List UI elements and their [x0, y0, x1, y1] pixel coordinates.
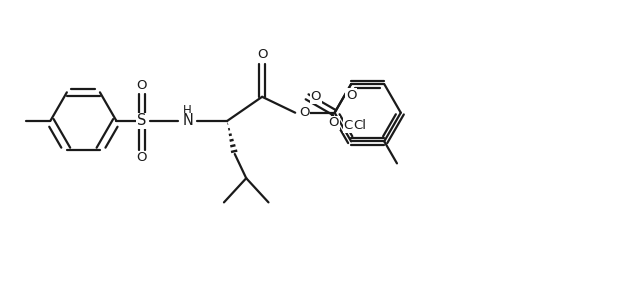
Text: O: O	[137, 151, 147, 164]
Text: O: O	[346, 89, 356, 102]
Text: H: H	[183, 104, 192, 117]
Text: O: O	[137, 79, 147, 92]
Text: O: O	[257, 48, 268, 61]
Text: O: O	[311, 90, 321, 103]
Text: Cl: Cl	[344, 119, 356, 132]
Text: O: O	[329, 116, 339, 129]
Text: S: S	[137, 114, 147, 129]
Text: N: N	[182, 114, 193, 129]
Text: O: O	[299, 106, 309, 119]
Text: Cl: Cl	[353, 119, 367, 132]
